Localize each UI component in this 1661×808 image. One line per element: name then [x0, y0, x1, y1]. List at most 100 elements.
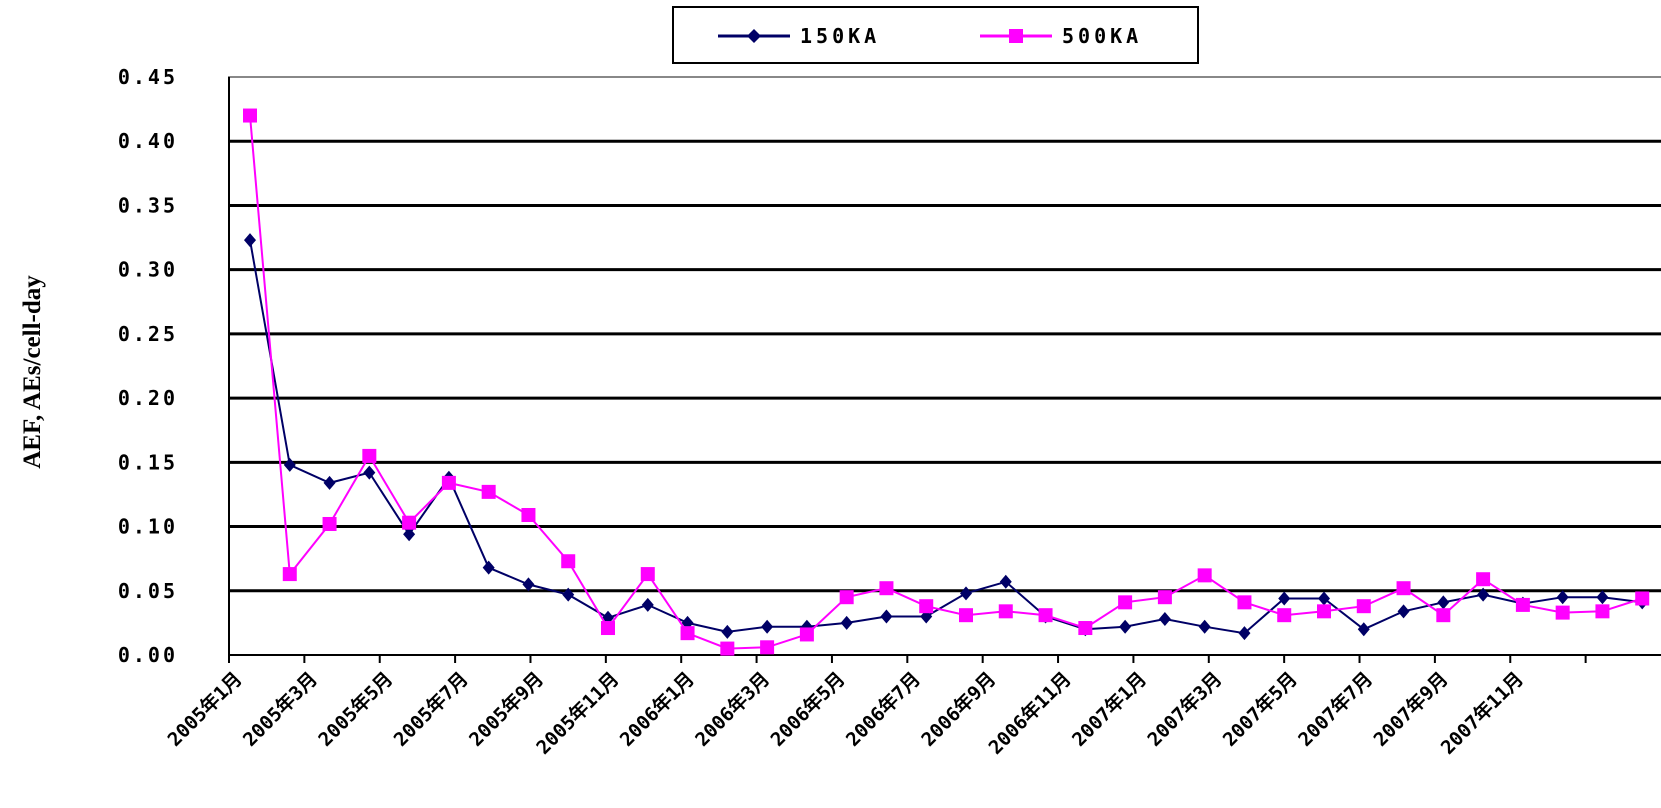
data-point [1277, 608, 1292, 623]
x-tick-label: 2005年5月 [314, 667, 398, 751]
data-point [760, 640, 775, 655]
y-tick-label: 0.05 [118, 579, 178, 603]
data-point [243, 108, 257, 123]
x-tick-label: 2005年9月 [464, 667, 548, 751]
data-point [1118, 595, 1133, 610]
data-point [641, 597, 654, 612]
data-point [1436, 608, 1451, 623]
x-tick-label: 2006年5月 [766, 667, 850, 751]
y-tick-label: 0.25 [118, 322, 178, 346]
x-tick-label: 2007年5月 [1218, 667, 1302, 751]
legend-marker-150ka [747, 29, 761, 43]
series-line-500ka [249, 115, 1643, 650]
data-point [1515, 597, 1530, 612]
x-tick-label: 2006年1月 [615, 667, 699, 751]
data-point [1397, 604, 1410, 619]
x-tick-label: 2007年9月 [1369, 667, 1453, 751]
data-point [680, 626, 695, 641]
data-point [840, 615, 853, 630]
data-point [403, 527, 416, 542]
data-point [1119, 619, 1132, 634]
legend: 150KA 500KA [672, 6, 1199, 64]
y-tick-label: 0.00 [118, 643, 178, 667]
data-point [1078, 621, 1093, 636]
data-point [960, 586, 972, 601]
data-point [879, 581, 894, 596]
data-point [323, 475, 336, 490]
data-point [919, 599, 934, 614]
y-tick-label: 0.10 [118, 515, 178, 539]
data-point [522, 577, 535, 592]
x-tick-label: 2005年7月 [389, 667, 473, 751]
data-point [244, 233, 256, 248]
data-point [799, 627, 814, 642]
data-point [562, 587, 575, 602]
gridlines [229, 139, 1661, 593]
data-point [441, 475, 456, 490]
data-point [1197, 568, 1212, 583]
data-point [1238, 626, 1251, 641]
data-point [998, 604, 1013, 619]
y-tick-label: 0.35 [118, 193, 178, 217]
y-axis-title: AEF, AEs/cell-day [19, 275, 46, 469]
x-tick-label: 2005年1月 [163, 667, 247, 751]
data-point [1595, 604, 1610, 619]
data-point [1476, 572, 1491, 587]
data-point [521, 507, 536, 522]
series-line-150ka [249, 239, 1643, 635]
data-point [839, 590, 854, 605]
data-point [1198, 619, 1211, 634]
data-point [1317, 604, 1331, 619]
data-point [1237, 595, 1252, 610]
x-tick-label: 2005年3月 [238, 667, 322, 751]
data-point [640, 567, 655, 582]
data-point [1635, 591, 1650, 606]
data-point [999, 574, 1012, 589]
data-point [481, 484, 496, 499]
data-point [561, 554, 576, 569]
y-tick-label: 0.45 [118, 65, 178, 89]
data-point [482, 560, 495, 575]
data-point [1555, 605, 1570, 620]
data-point [1318, 591, 1330, 606]
data-point [1038, 608, 1053, 623]
data-point [1437, 595, 1450, 610]
x-tick-label: 2007年1月 [1067, 667, 1151, 751]
data-point [1596, 590, 1609, 605]
y-tick-label: 0.40 [118, 129, 178, 153]
data-point [283, 457, 296, 472]
data-point [720, 641, 735, 656]
data-point [362, 448, 377, 463]
data-point [1556, 590, 1569, 605]
data-point [959, 608, 973, 623]
x-tick-label: 2006年3月 [691, 667, 775, 751]
data-point [761, 619, 774, 634]
data-point [1477, 587, 1490, 602]
y-ticks: 0.00 0.05 0.10 0.15 0.20 0.25 0.30 0.35 0.40 0.45 [118, 65, 178, 667]
data-point [282, 567, 297, 582]
x-ticks: 2005年1月2005年3月2005年5月2005年7月2005年9月2005年… [163, 655, 1587, 759]
data-point [721, 624, 734, 639]
data-point [1357, 622, 1370, 637]
x-tick-label: 2007年3月 [1143, 667, 1227, 751]
data-point [1158, 612, 1171, 627]
data-point [1278, 591, 1291, 606]
legend-label-150ka: 150KA [800, 24, 880, 48]
y-tick-label: 0.15 [118, 450, 178, 474]
legend-marker-500ka [1009, 29, 1023, 43]
y-tick-label: 0.20 [118, 386, 178, 410]
data-point [601, 621, 615, 636]
legend-label-500ka: 500KA [1062, 24, 1142, 48]
data-point [1356, 599, 1371, 614]
x-tick-label: 2006年9月 [917, 667, 1001, 751]
x-tick-label: 2006年7月 [841, 667, 925, 751]
x-tick-label: 2007年7月 [1293, 667, 1377, 751]
y-tick-label: 0.30 [118, 258, 178, 282]
data-point [1396, 581, 1411, 596]
data-point [363, 465, 376, 480]
data-point [402, 515, 417, 530]
series-layer [243, 108, 1650, 656]
data-point [880, 609, 893, 624]
data-point [1157, 590, 1172, 605]
